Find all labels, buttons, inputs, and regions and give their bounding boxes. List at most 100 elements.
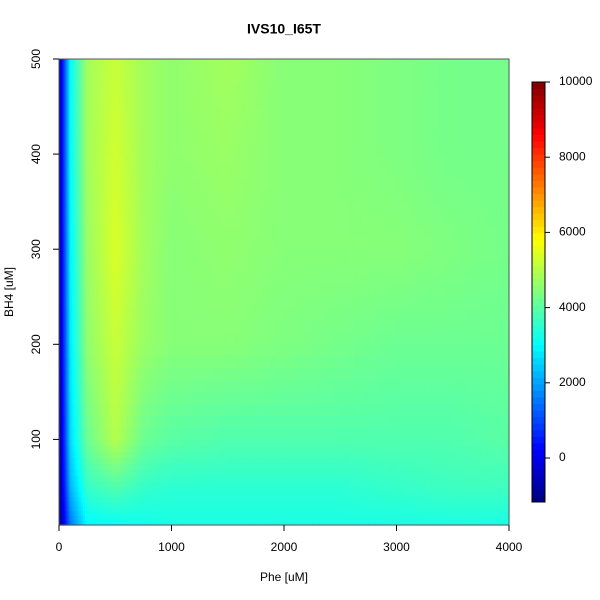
- contour-patch: [72, 177, 76, 191]
- colorbar-swatch: [532, 101, 545, 109]
- contour-patch: [59, 356, 62, 369]
- contour-patch: [122, 130, 127, 143]
- contour-patch: [291, 82, 299, 96]
- contour-patch: [66, 165, 69, 179]
- contour-patch: [396, 59, 405, 72]
- contour-patch: [424, 284, 433, 298]
- contour-patch: [72, 284, 76, 298]
- contour-patch: [67, 520, 70, 526]
- contour-patch: [227, 308, 236, 322]
- contour-patch: [59, 82, 62, 96]
- contour-patch: [255, 94, 264, 108]
- contour-patch: [262, 505, 271, 512]
- contour-patch: [298, 165, 306, 179]
- contour-patch: [291, 154, 299, 167]
- contour-patch: [347, 237, 355, 250]
- contour-patch: [115, 415, 120, 429]
- contour-patch: [87, 368, 92, 381]
- contour-patch: [347, 296, 355, 310]
- colorbar-swatch: [532, 88, 545, 96]
- contour-patch: [129, 368, 134, 381]
- contour-patch: [305, 106, 313, 120]
- contour-patch: [375, 201, 384, 215]
- contour-patch: [171, 427, 180, 441]
- contour-patch: [160, 439, 166, 446]
- contour-patch: [74, 130, 78, 143]
- contour-patch: [487, 106, 496, 120]
- contour-patch: [276, 457, 285, 464]
- contour-patch: [284, 501, 292, 507]
- contour-patch: [333, 515, 341, 521]
- contour-patch: [115, 165, 120, 179]
- contour-patch: [129, 451, 134, 458]
- contour-patch: [76, 457, 80, 464]
- contour-patch: [466, 296, 475, 310]
- contour-patch: [143, 496, 148, 502]
- contour-patch: [206, 177, 215, 191]
- contour-patch: [60, 177, 63, 191]
- contour-patch: [125, 59, 130, 72]
- contour-patch: [213, 356, 222, 369]
- contour-patch: [319, 439, 327, 446]
- contour-patch: [139, 332, 144, 345]
- contour-patch: [487, 130, 496, 143]
- contour-patch: [143, 70, 148, 84]
- contour-patch: [466, 510, 475, 517]
- contour-patch: [410, 445, 419, 452]
- contour-patch: [76, 356, 80, 369]
- contour-patch: [171, 118, 180, 131]
- contour-patch: [438, 463, 447, 470]
- contour-patch: [67, 427, 70, 441]
- contour-patch: [213, 165, 222, 179]
- contour-patch: [164, 505, 169, 512]
- contour-patch: [410, 457, 419, 464]
- contour-patch: [108, 249, 113, 262]
- contour-patch: [269, 356, 278, 369]
- contour-patch: [60, 469, 63, 476]
- contour-patch: [82, 505, 86, 512]
- contour-patch: [67, 165, 70, 179]
- contour-patch: [354, 106, 362, 120]
- contour-patch: [139, 391, 144, 405]
- contour-patch: [87, 225, 92, 238]
- contour-patch: [417, 515, 426, 521]
- contour-patch: [276, 201, 285, 215]
- contour-patch: [319, 368, 327, 381]
- contour-patch: [150, 332, 155, 345]
- contour-patch: [396, 272, 405, 286]
- contour-patch: [347, 475, 355, 482]
- contour-patch: [64, 475, 67, 482]
- contour-patch: [255, 213, 264, 227]
- contour-patch: [122, 118, 127, 131]
- contour-patch: [262, 520, 271, 526]
- contour-patch: [63, 520, 66, 526]
- contour-patch: [276, 475, 285, 482]
- contour-patch: [94, 201, 99, 215]
- contour-patch: [61, 225, 64, 238]
- contour-patch: [227, 165, 236, 179]
- contour-patch: [403, 213, 412, 227]
- contour-patch: [284, 463, 292, 470]
- contour-patch: [473, 308, 482, 322]
- contour-patch: [276, 344, 285, 357]
- colorbar-tick-label: 10000: [559, 74, 593, 88]
- contour-patch: [70, 379, 73, 393]
- contour-patch: [248, 320, 257, 334]
- contour-patch: [192, 451, 201, 458]
- contour-patch: [101, 308, 106, 322]
- contour-patch: [354, 439, 362, 446]
- contour-patch: [64, 368, 67, 381]
- contour-patch: [326, 59, 334, 72]
- contour-patch: [206, 94, 215, 108]
- contour-patch: [157, 469, 162, 476]
- contour-patch: [185, 445, 194, 452]
- contour-patch: [136, 106, 141, 120]
- contour-patch: [108, 451, 113, 458]
- contour-patch: [139, 463, 144, 470]
- contour-patch: [340, 261, 348, 274]
- contour-patch: [473, 165, 482, 179]
- contour-patch: [269, 463, 278, 470]
- contour-patch: [403, 165, 412, 179]
- contour-patch: [213, 130, 222, 143]
- contour-patch: [192, 82, 201, 96]
